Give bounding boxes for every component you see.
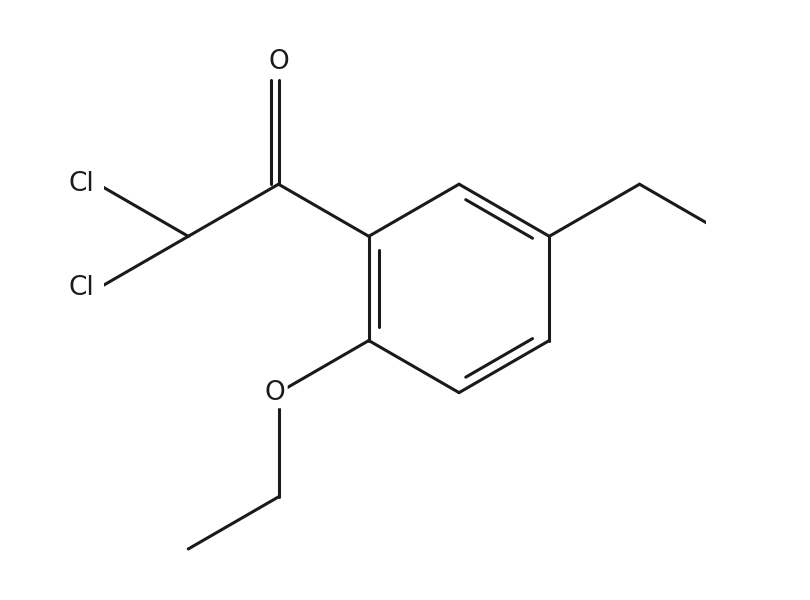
Text: O: O bbox=[264, 380, 285, 406]
Text: O: O bbox=[268, 49, 289, 74]
Text: Cl: Cl bbox=[68, 275, 94, 301]
Text: Cl: Cl bbox=[68, 171, 94, 197]
